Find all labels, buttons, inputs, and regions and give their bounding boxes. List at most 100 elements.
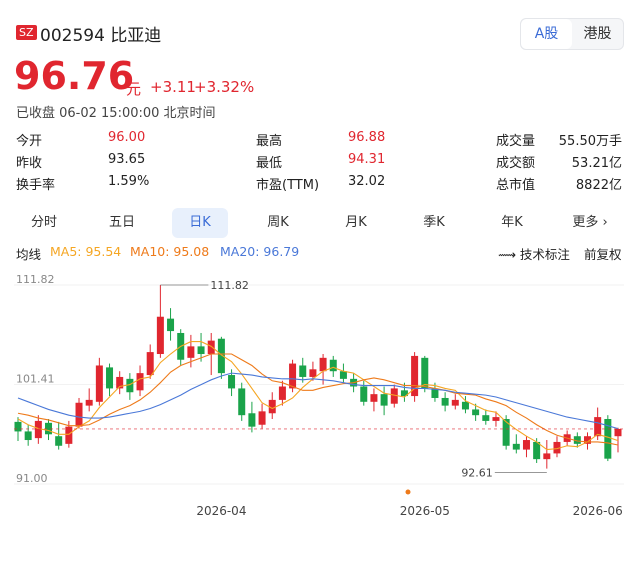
candle-body	[248, 413, 256, 427]
candle-body	[573, 436, 581, 444]
period-tab[interactable]: 五日	[108, 215, 135, 230]
candle-body	[431, 388, 439, 398]
period-tab[interactable]: 分时	[30, 215, 57, 230]
x-tick-label: 2026-05	[400, 504, 450, 518]
x-tick-label: 2026-06	[573, 504, 623, 518]
candle-body	[411, 355, 419, 397]
stock-name: 比亚迪	[110, 26, 162, 46]
x-tick-label: 2026-04	[196, 504, 246, 518]
tool-button[interactable]: 前复权	[584, 247, 622, 262]
candle-body	[45, 422, 53, 435]
candle-body	[258, 411, 266, 425]
candle-body	[380, 394, 388, 406]
period-tab[interactable]: 季K	[423, 215, 445, 230]
candle-body	[34, 420, 42, 439]
stat-label: 成交额	[496, 156, 536, 171]
stock-code: 002594	[40, 26, 105, 46]
candle-body	[146, 352, 154, 376]
legend-entry: MA20: 96.79	[220, 244, 300, 259]
stat-label: 昨收	[16, 156, 43, 171]
market-tab[interactable]: A股	[521, 19, 572, 49]
candle-body	[65, 426, 73, 444]
candle-body	[95, 365, 103, 402]
candle-body	[390, 388, 398, 404]
ma-line	[17, 372, 619, 430]
stat-label: 最高	[256, 134, 283, 149]
candle-body	[421, 357, 429, 389]
y-tick-label: 101.41	[16, 373, 55, 386]
market-status: 已收盘 06-02 15:00:00 北京时间	[16, 106, 216, 121]
price-change-pct: +3.32%	[194, 78, 255, 96]
candle-body	[24, 431, 32, 441]
candle-body	[228, 375, 236, 389]
stat-value: 94.31	[348, 152, 386, 167]
stat-label: 成交量	[496, 134, 536, 149]
legend-entry: MA5: 95.54	[50, 244, 122, 259]
candle-body	[156, 316, 164, 355]
candle-body	[75, 402, 83, 427]
stat-value: 96.00	[108, 130, 146, 145]
candle-body	[106, 367, 114, 389]
stat-value: 55.50万手	[558, 134, 622, 149]
candle-body	[522, 440, 530, 450]
tool-button[interactable]: ⟿ 技术标注	[498, 247, 570, 262]
stat-value: 8822亿	[575, 178, 622, 193]
candle-body	[472, 409, 480, 416]
period-tab[interactable]: 更多 ›	[572, 215, 608, 230]
candle-body	[492, 417, 500, 421]
y-tick-label: 111.82	[16, 273, 55, 286]
period-tabs: 分时 五日 日K 周K 月K 季K 年K 更多 ›	[16, 208, 622, 238]
period-tab[interactable]: 年K	[501, 215, 523, 230]
candle-body	[329, 359, 337, 372]
period-tab[interactable]: 日K	[172, 208, 228, 238]
candle-body	[136, 373, 144, 391]
candle-body	[553, 441, 561, 454]
ma-line	[17, 353, 619, 446]
period-tab[interactable]: 月K	[345, 215, 367, 230]
ma-label: 均线	[16, 247, 42, 262]
stock-title: 002594 比亚迪	[40, 21, 161, 46]
price: 96.76	[14, 54, 135, 98]
stat-label: 总市值	[496, 178, 536, 193]
candle-body	[502, 419, 510, 446]
candle-body	[360, 386, 368, 402]
candle-body	[278, 386, 286, 400]
candle-body	[289, 363, 297, 389]
candle-body	[339, 371, 347, 379]
legend-entry: MA10: 95.08	[130, 244, 210, 259]
candle-body	[167, 318, 175, 332]
candle-body	[14, 421, 22, 432]
candle-body	[207, 340, 215, 355]
candle-body	[116, 376, 124, 389]
stat-label: 市盈(TTM)	[256, 178, 320, 193]
candle-body	[187, 346, 195, 358]
candle-body	[217, 338, 225, 374]
candle-body	[55, 436, 63, 446]
candle-body	[400, 390, 408, 397]
max-callout-label: 111.82	[210, 279, 249, 292]
stat-value: 32.02	[348, 174, 386, 189]
price-change: +3.11	[150, 78, 196, 96]
market-tab[interactable]: 港股	[583, 26, 612, 42]
candle-body	[512, 443, 520, 450]
stat-label: 今开	[16, 134, 43, 149]
candle-body	[604, 419, 612, 459]
market-switch: A股 港股	[520, 18, 624, 50]
event-marker[interactable]	[405, 489, 411, 495]
stat-value: 53.21亿	[571, 156, 622, 171]
candle-body	[299, 365, 307, 377]
candle-body	[197, 346, 205, 355]
period-tab[interactable]: 周K	[267, 215, 289, 230]
candle-body	[126, 378, 134, 393]
market-badge: SZ	[16, 25, 37, 40]
candle-body	[461, 401, 469, 410]
price-unit: 元	[126, 80, 142, 98]
stat-label: 最低	[256, 156, 283, 171]
candle-body	[85, 399, 93, 406]
candle-body	[543, 453, 551, 460]
candle-body	[238, 388, 246, 416]
stat-label: 换手率	[16, 178, 56, 193]
stat-value: 96.88	[348, 130, 386, 145]
tool-label: 技术标注	[519, 247, 570, 262]
